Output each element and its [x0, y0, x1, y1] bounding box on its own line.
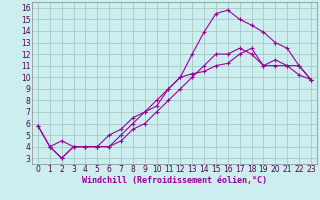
X-axis label: Windchill (Refroidissement éolien,°C): Windchill (Refroidissement éolien,°C) [82, 176, 267, 185]
